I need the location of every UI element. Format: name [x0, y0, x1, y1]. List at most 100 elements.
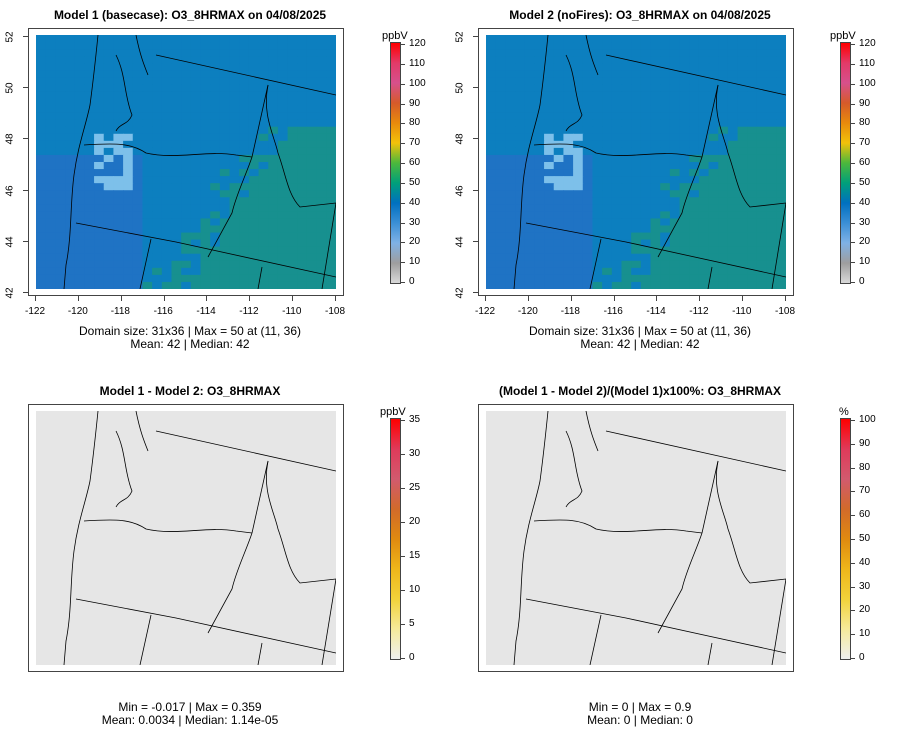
heatmap-cell [737, 42, 748, 50]
heatmap-cell [708, 281, 719, 289]
heatmap-cell [747, 35, 758, 43]
heatmap-cell [756, 91, 768, 100]
state-boundary [565, 54, 583, 132]
heatmap-cell [277, 190, 289, 198]
heatmap-cell [563, 77, 574, 85]
heatmap-cell [258, 190, 269, 198]
heatmap-cell [219, 49, 231, 57]
heatmap-cell [640, 246, 652, 255]
heatmap-cell [611, 267, 623, 276]
heatmap-cell [776, 49, 786, 57]
heatmap-cell [161, 154, 173, 163]
heatmap-cell [573, 232, 584, 241]
heatmap-cell [534, 77, 545, 85]
heatmap-cell [553, 183, 565, 191]
heatmap-cell [219, 225, 231, 234]
heatmap-cell [268, 63, 279, 71]
heatmap-cell [679, 112, 690, 121]
heatmap-cell [171, 183, 182, 191]
heatmap-cell [698, 147, 710, 156]
heatmap-cell [190, 35, 202, 43]
heatmap-cell [776, 56, 786, 64]
heatmap-cell [190, 70, 202, 78]
heatmap-cell [277, 84, 289, 93]
heatmap-cell [544, 84, 555, 93]
heatmap-cell [74, 260, 85, 269]
heatmap-cell [640, 91, 652, 100]
heatmap-cell [592, 63, 603, 71]
heatmap-cell [592, 162, 603, 170]
heatmap-cell [306, 260, 318, 269]
heatmap-cell [248, 133, 260, 142]
heatmap-cell [727, 162, 739, 170]
heatmap-cell [181, 98, 192, 107]
heatmap-cell [621, 218, 632, 227]
heatmap-cell [495, 140, 506, 149]
heatmap-cell [756, 112, 768, 121]
heatmap-cell [45, 176, 56, 184]
heatmap-cell [132, 98, 144, 107]
heatmap-cell [287, 253, 298, 262]
heatmap-cell [486, 246, 497, 255]
heatmap-cell [103, 70, 115, 78]
heatmap-cell [326, 91, 336, 100]
heatmap-cell [132, 225, 144, 234]
heatmap-cell [486, 225, 497, 234]
heatmap-cell [103, 119, 115, 128]
heatmap-cell [582, 274, 594, 283]
heatmap-cell [689, 112, 700, 121]
heatmap-cell [103, 274, 115, 283]
heatmap-cell [219, 197, 231, 205]
heatmap-cell [669, 140, 681, 149]
heatmap-cell [297, 140, 308, 149]
state-boundary [771, 578, 786, 665]
legend-tick-label: 30 [859, 580, 871, 592]
heatmap-cell [142, 112, 153, 121]
state-boundary [513, 411, 549, 665]
heatmap-cell [229, 183, 240, 191]
heatmap-cell [103, 162, 115, 170]
heatmap-cell [698, 105, 710, 114]
heatmap-cell [297, 77, 308, 85]
heatmap-cell [534, 211, 545, 220]
heatmap-cell [718, 126, 729, 135]
heatmap-cell [277, 98, 289, 107]
heatmap-cell [776, 232, 786, 241]
heatmap-cell [544, 260, 555, 269]
heatmap-cell [631, 77, 642, 85]
heatmap-cell [727, 211, 739, 220]
legend-tick-label: 100 [859, 77, 876, 89]
heatmap-cell [708, 70, 719, 78]
heatmap-cell [161, 133, 173, 142]
heatmap-cell [727, 49, 739, 57]
heatmap-cell [698, 119, 710, 128]
state-boundary [63, 35, 99, 289]
heatmap-cell [708, 77, 719, 85]
heatmap-cell [737, 260, 748, 269]
heatmap-cell [277, 253, 289, 262]
heatmap-cell [776, 84, 786, 93]
heatmap-cell [152, 225, 163, 234]
heatmap-cell [65, 105, 76, 114]
heatmap-cell [142, 35, 153, 43]
heatmap-cell [766, 239, 777, 248]
heatmap-cell [36, 112, 47, 121]
heatmap-cell [747, 77, 758, 85]
heatmap-cell [747, 260, 758, 269]
heatmap-cell [297, 232, 308, 241]
heatmap-cell [553, 119, 565, 128]
heatmap-cell [495, 35, 506, 43]
heatmap-cell [277, 267, 289, 276]
heatmap-cell [698, 176, 710, 184]
state-boundary [321, 578, 336, 665]
heatmap-cell [229, 42, 240, 50]
heatmap-cell [737, 183, 748, 191]
heatmap-cell [631, 105, 642, 114]
stats-line-2: Mean: 42 | Median: 42 [130, 337, 250, 351]
heatmap-cell [534, 105, 545, 114]
heatmap-cell [631, 176, 642, 184]
heatmap-cell [36, 267, 47, 276]
state-boundary [605, 54, 786, 96]
heatmap-cell [200, 147, 211, 156]
heatmap-cell [268, 105, 279, 114]
